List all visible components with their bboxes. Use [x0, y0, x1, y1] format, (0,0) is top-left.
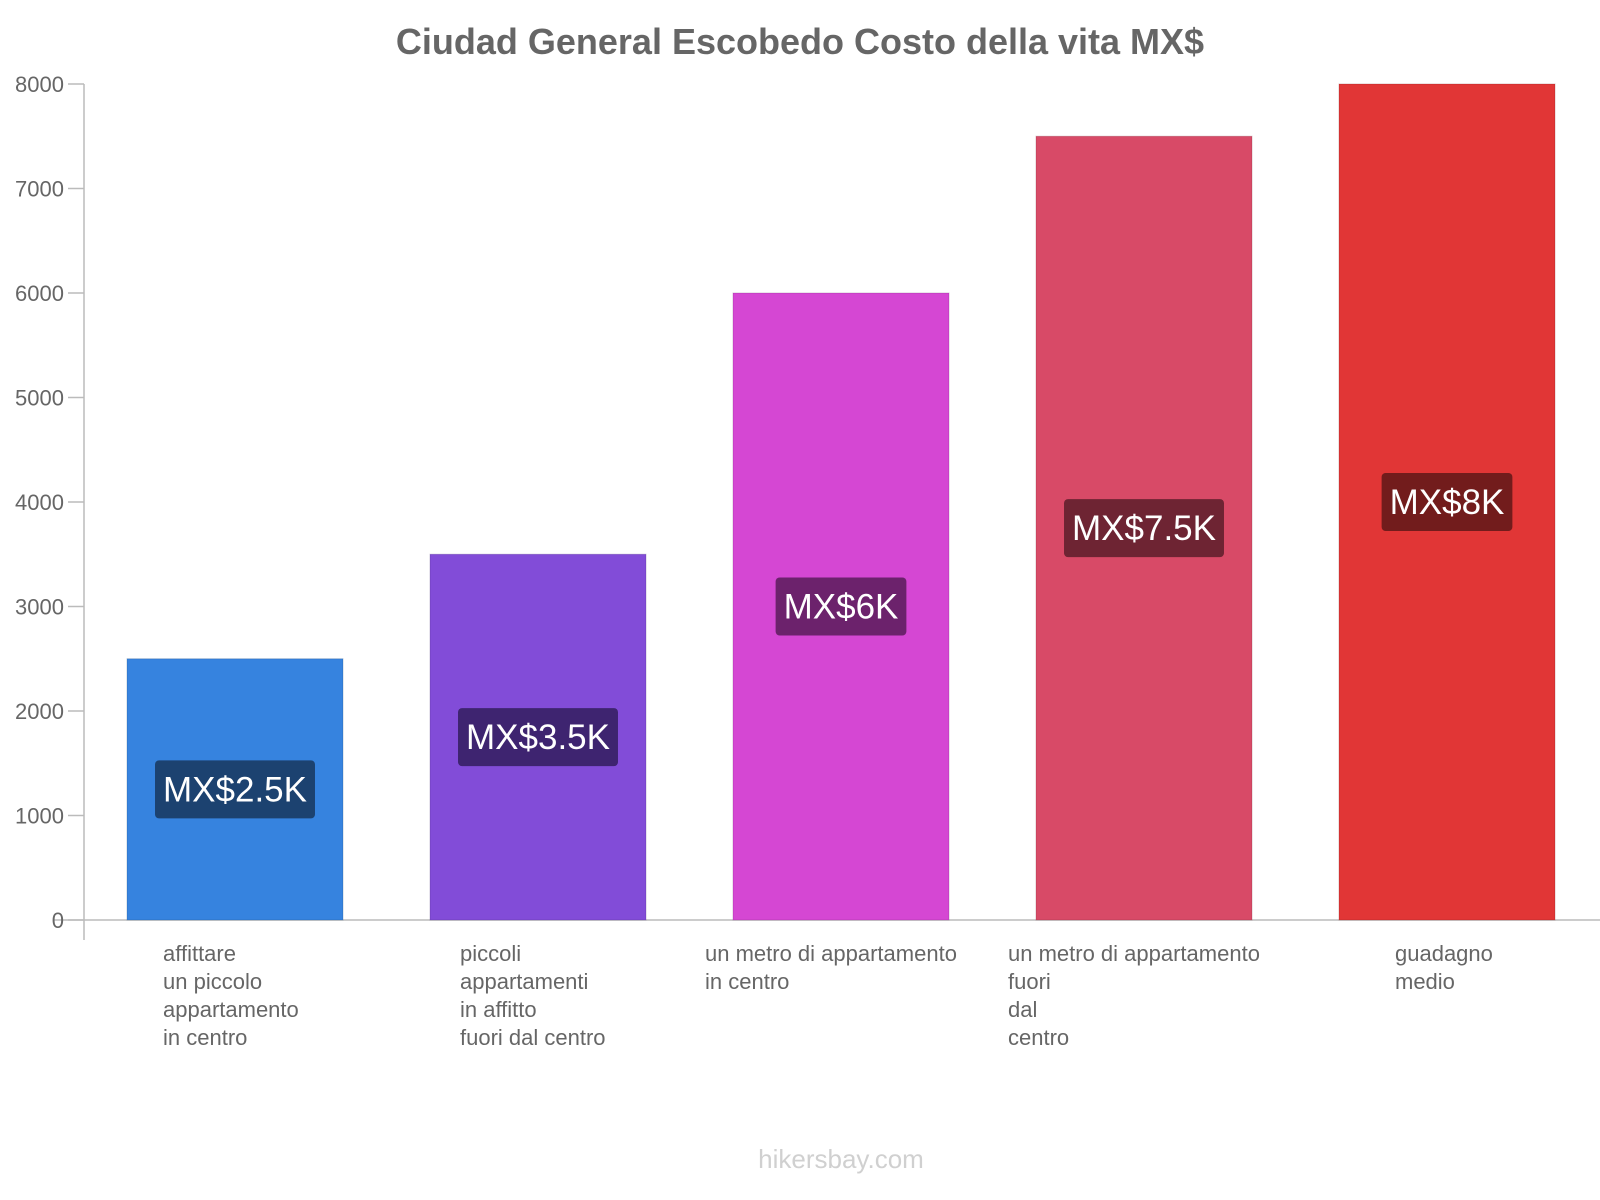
x-category-line: dal — [1008, 997, 1037, 1022]
y-tick-label: 1000 — [15, 804, 64, 829]
footer-watermark: hikersbay.com — [758, 1144, 924, 1174]
x-axis-categories: affittare un piccolo appartamento in centro… — [163, 941, 1493, 1050]
y-tick-label: 5000 — [15, 386, 64, 411]
x-category-line: affittare — [163, 941, 236, 966]
bar-value-label: MX$3.5K — [466, 718, 610, 757]
x-category-line: piccoli — [460, 941, 521, 966]
chart-title: Ciudad General Escobedo Costo della vita… — [396, 21, 1204, 62]
y-tick-label: 0 — [52, 908, 64, 933]
x-category-line: un piccolo — [163, 969, 262, 994]
bar-value-label: MX$2.5K — [163, 770, 307, 809]
bar-value-badge — [155, 760, 315, 819]
x-category-line: un metro di appartamento — [1008, 941, 1260, 966]
x-category-line: in centro — [163, 1025, 247, 1050]
x-category-line: medio — [1395, 969, 1455, 994]
x-category-line: appartamenti — [460, 969, 588, 994]
bar-value-badge — [1064, 499, 1224, 558]
x-category-line: guadagno — [1395, 941, 1493, 966]
x-category-line: appartamento — [163, 997, 299, 1022]
y-tick-label: 2000 — [15, 699, 64, 724]
x-category-label: piccoli appartamenti in affitto fuori dal c… — [460, 941, 606, 1050]
x-category-line: in affitto — [460, 997, 537, 1022]
y-tick-label: 6000 — [15, 281, 64, 306]
x-category-line: fuori — [1008, 969, 1051, 994]
bar-value-badge — [458, 708, 618, 767]
x-category-label: affittare un piccolo appartamento in centro — [163, 941, 299, 1050]
x-category-line: un metro di appartamento — [705, 941, 957, 966]
bar-value-badge — [1381, 473, 1513, 531]
value-labels-group: MX$2.5K MX$3.5K MX$6K MX$7.5K MX$8K — [155, 473, 1513, 819]
bar-value-label: MX$6K — [784, 588, 899, 627]
bar-value-label: MX$7.5K — [1072, 509, 1216, 548]
x-category-label: guadagno medio — [1395, 941, 1493, 994]
x-category-line: fuori dal centro — [460, 1025, 606, 1050]
bars-group — [126, 83, 1556, 921]
y-tick-label: 7000 — [15, 177, 64, 202]
x-category-line: in centro — [705, 969, 789, 994]
y-axis-ticks: 0 1000 2000 3000 4000 5000 6000 7000 8000 — [15, 72, 84, 933]
y-tick-label: 3000 — [15, 595, 64, 620]
bar-value-badge — [775, 577, 907, 636]
x-category-line: centro — [1008, 1025, 1069, 1050]
x-category-label: un metro di appartamento in centro — [705, 941, 957, 994]
x-category-label: un metro di appartamento fuori dal centro — [1008, 941, 1260, 1050]
y-tick-label: 8000 — [15, 72, 64, 97]
bar-value-label: MX$8K — [1390, 483, 1505, 522]
y-tick-label: 4000 — [15, 490, 64, 515]
